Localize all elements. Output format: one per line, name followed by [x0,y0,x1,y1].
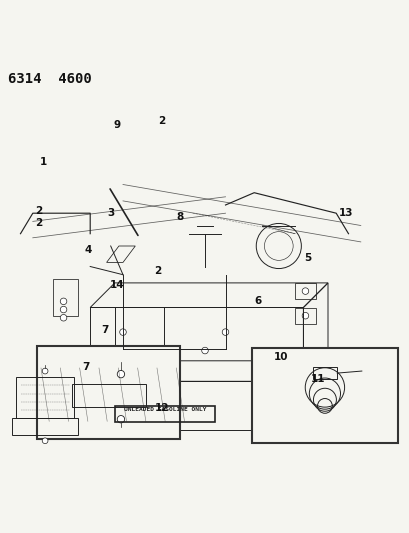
Circle shape [201,348,208,354]
Text: UNLEADED GASOLINE ONLY: UNLEADED GASOLINE ONLY [124,408,206,413]
Bar [37,346,180,439]
Circle shape [60,306,67,313]
Circle shape [42,368,48,374]
Circle shape [301,312,308,319]
Text: 7: 7 [101,325,108,335]
Text: 4: 4 [84,245,92,255]
Circle shape [162,348,169,354]
Text: 6: 6 [254,296,261,306]
Text: 6314  4600: 6314 4600 [8,72,92,86]
Bar [252,349,397,443]
Text: 2: 2 [35,219,43,229]
Text: 2: 2 [35,206,43,216]
Bar [53,279,78,316]
Circle shape [301,288,308,294]
Bar [72,384,145,407]
Bar [16,377,74,418]
Circle shape [117,370,124,378]
Text: 9: 9 [113,120,120,130]
Circle shape [60,314,67,321]
Circle shape [42,438,48,443]
Text: 2: 2 [154,265,161,276]
Text: 3: 3 [107,208,114,218]
Circle shape [222,329,228,335]
Text: 14: 14 [109,280,124,290]
Bar [115,308,164,361]
Circle shape [117,416,124,423]
Circle shape [119,329,126,335]
Text: 12: 12 [154,403,169,413]
Text: 2: 2 [158,116,165,126]
Text: 10: 10 [273,352,288,362]
Text: 7: 7 [82,362,90,372]
Circle shape [60,298,67,305]
Bar [312,367,336,379]
Text: 1: 1 [39,157,47,167]
Text: 13: 13 [338,208,353,218]
Bar [115,406,215,422]
Text: 5: 5 [303,253,310,263]
Text: 11: 11 [310,374,324,384]
Bar [294,308,315,324]
Text: 8: 8 [176,212,184,222]
Bar [294,283,315,300]
